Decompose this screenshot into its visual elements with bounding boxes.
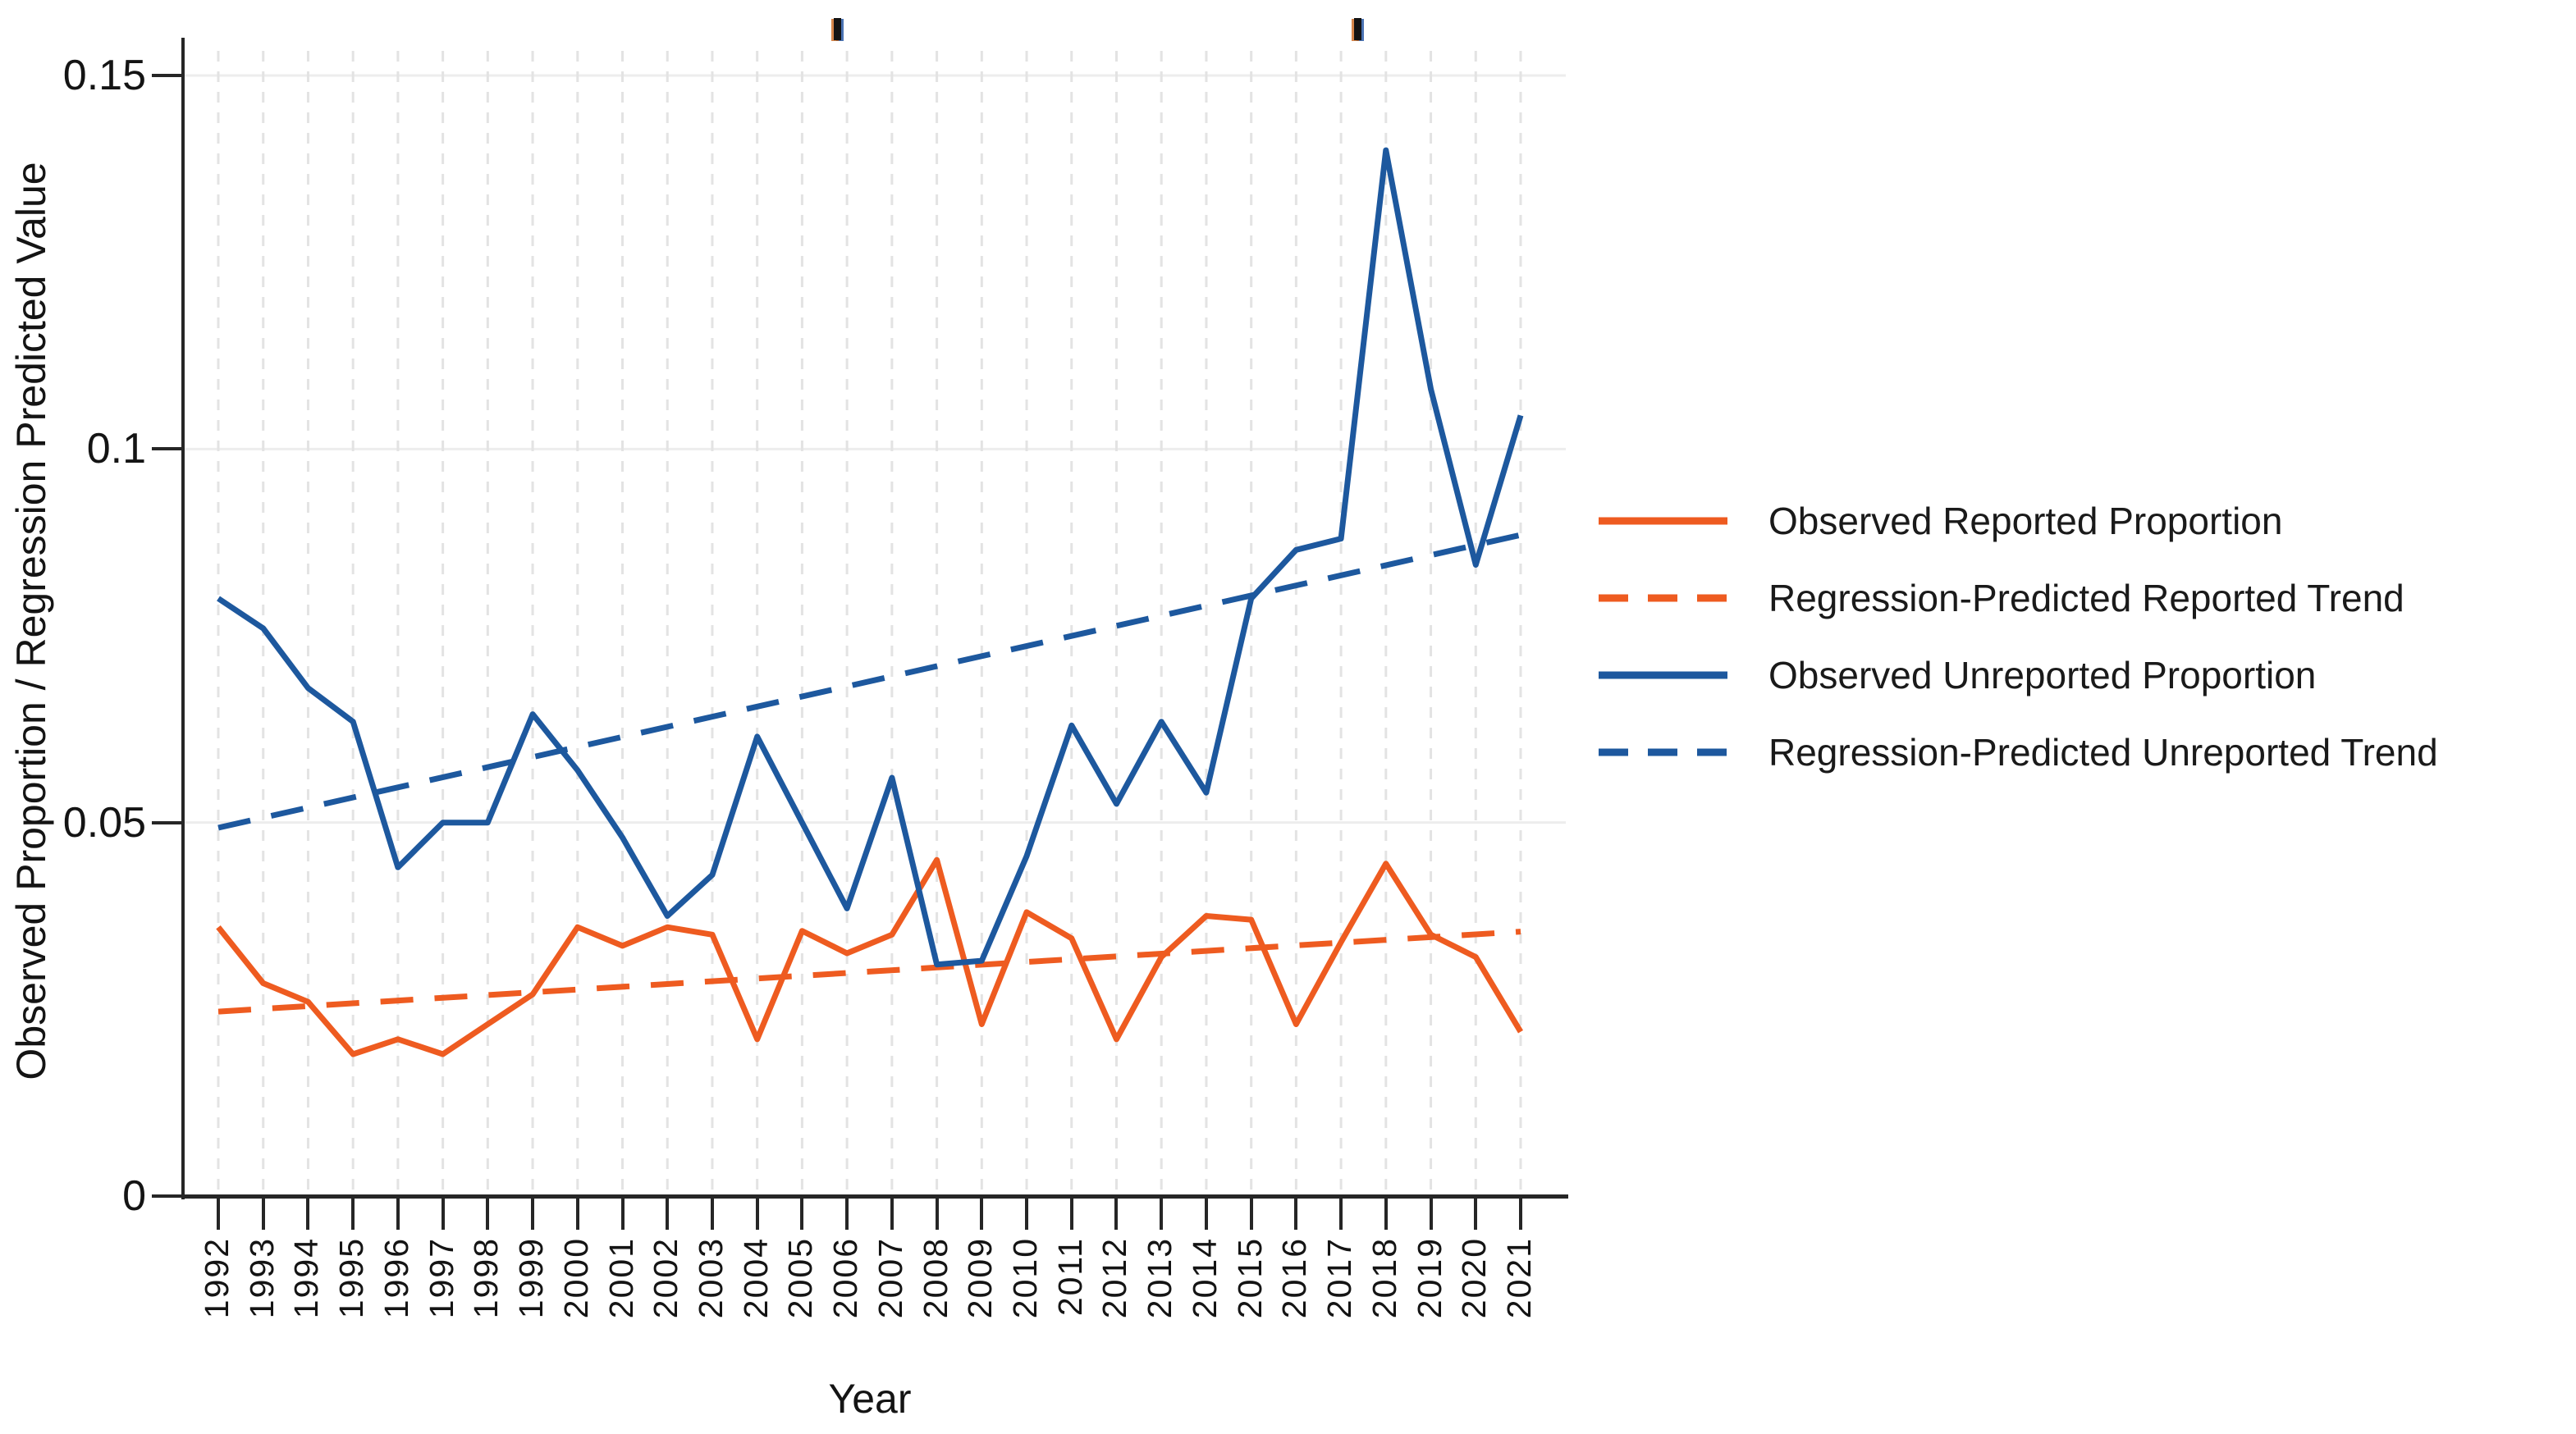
x-tick-label: 2019 — [1410, 1237, 1448, 1319]
legend: Observed Reported Proportion Regression-P… — [1599, 482, 2438, 791]
x-tick-label: 2009 — [961, 1237, 1000, 1319]
x-tick — [1339, 1199, 1343, 1230]
legend-item: Regression-Predicted Unreported Trend — [1599, 714, 2438, 791]
x-tick — [666, 1199, 670, 1230]
legend-label: Observed Unreported Proportion — [1768, 654, 2317, 696]
x-tick — [1160, 1199, 1164, 1230]
legend-swatch-solid-line-icon — [1599, 517, 1727, 525]
x-tick-label: 2012 — [1096, 1237, 1134, 1319]
x-tick-label: 2018 — [1365, 1237, 1403, 1319]
series-line — [217, 532, 1521, 831]
legend-item: Regression-Predicted Reported Trend — [1599, 559, 2438, 637]
y-axis-title: Observed Proportion / Regression Predict… — [8, 162, 54, 1080]
x-tick — [845, 1199, 849, 1230]
x-tick-label: 1996 — [377, 1237, 415, 1319]
legend-swatch-dashed-line-icon — [1599, 748, 1727, 756]
y-tick-label: 0.1 — [86, 425, 146, 473]
x-tick-label: 2003 — [691, 1237, 730, 1319]
x-tick — [1519, 1199, 1522, 1230]
x-tick — [217, 1199, 220, 1230]
legend-swatch-solid-line-icon — [1599, 671, 1727, 679]
y-tick-label: 0.15 — [62, 52, 146, 99]
y-axis-line — [181, 38, 185, 1199]
legend-item: Observed Reported Proportion — [1599, 482, 2438, 559]
x-tick-label: 2007 — [871, 1237, 909, 1319]
x-tick-label: 2015 — [1230, 1237, 1269, 1319]
legend-swatch-dashed-line-icon — [1599, 594, 1727, 602]
x-tick-label: 2014 — [1185, 1237, 1224, 1319]
x-tick-label: 1997 — [422, 1237, 460, 1319]
x-tick-label: 2016 — [1275, 1237, 1314, 1319]
x-tick-label: 1994 — [287, 1237, 326, 1319]
x-tick-label: 2005 — [781, 1237, 820, 1319]
cropped-title-artifact-left — [834, 18, 841, 40]
x-tick-label: 2010 — [1006, 1237, 1045, 1319]
x-tick-label: 1999 — [512, 1237, 551, 1319]
x-tick-label: 2001 — [602, 1237, 640, 1319]
x-tick — [1114, 1199, 1119, 1230]
x-tick — [486, 1199, 490, 1230]
x-tick — [980, 1199, 984, 1230]
series-line — [217, 147, 1524, 968]
legend-label: Regression-Predicted Reported Trend — [1768, 577, 2404, 619]
x-axis-line — [181, 1194, 1568, 1199]
x-tick — [351, 1199, 355, 1230]
x-tick-label: 1992 — [198, 1237, 236, 1319]
x-tick-label: 1995 — [332, 1237, 371, 1319]
x-tick — [1474, 1199, 1478, 1230]
y-tick-label: 0 — [122, 1172, 146, 1220]
x-tick — [1429, 1199, 1433, 1230]
x-tick — [710, 1199, 714, 1230]
legend-label: Regression-Predicted Unreported Trend — [1768, 731, 2438, 774]
y-tick — [152, 74, 182, 77]
x-tick — [575, 1199, 579, 1230]
x-tick-label: 2000 — [556, 1237, 595, 1319]
y-tick — [152, 1194, 182, 1198]
series-line — [216, 856, 1524, 1057]
x-tick-label: 1998 — [467, 1237, 506, 1319]
legend-label: Observed Reported Proportion — [1768, 500, 2283, 542]
x-tick — [531, 1199, 535, 1230]
x-tick-label: 2013 — [1141, 1237, 1179, 1319]
x-tick — [1384, 1199, 1388, 1230]
y-tick — [152, 820, 182, 824]
x-tick-label: 2004 — [736, 1237, 775, 1319]
y-tick — [152, 447, 182, 451]
x-axis-title: Year — [828, 1376, 912, 1422]
x-tick-label: 2020 — [1455, 1237, 1494, 1319]
x-tick-label: 1993 — [242, 1237, 281, 1319]
x-tick — [1204, 1199, 1208, 1230]
x-tick — [755, 1199, 759, 1230]
x-tick — [935, 1199, 939, 1230]
x-tick-label: 2002 — [647, 1237, 685, 1319]
x-tick-label: 2011 — [1050, 1237, 1089, 1317]
x-tick-label: 2008 — [916, 1237, 954, 1319]
x-tick-label: 2006 — [826, 1237, 865, 1319]
series-line — [217, 929, 1521, 1015]
x-tick-label: 2021 — [1500, 1237, 1538, 1319]
x-tick — [441, 1199, 445, 1230]
x-tick — [261, 1199, 265, 1230]
legend-item: Observed Unreported Proportion — [1599, 637, 2438, 714]
x-tick — [800, 1199, 804, 1230]
x-tick — [396, 1199, 400, 1230]
y-tick-label: 0.05 — [62, 798, 146, 847]
cropped-title-artifact-right — [1354, 18, 1361, 40]
x-tick — [890, 1199, 894, 1230]
x-tick — [1025, 1199, 1029, 1230]
x-tick — [620, 1199, 625, 1230]
x-tick — [306, 1199, 310, 1230]
x-tick — [1294, 1199, 1298, 1230]
x-tick-label: 2017 — [1320, 1237, 1359, 1319]
x-tick — [1069, 1199, 1073, 1230]
x-tick — [1249, 1199, 1253, 1230]
